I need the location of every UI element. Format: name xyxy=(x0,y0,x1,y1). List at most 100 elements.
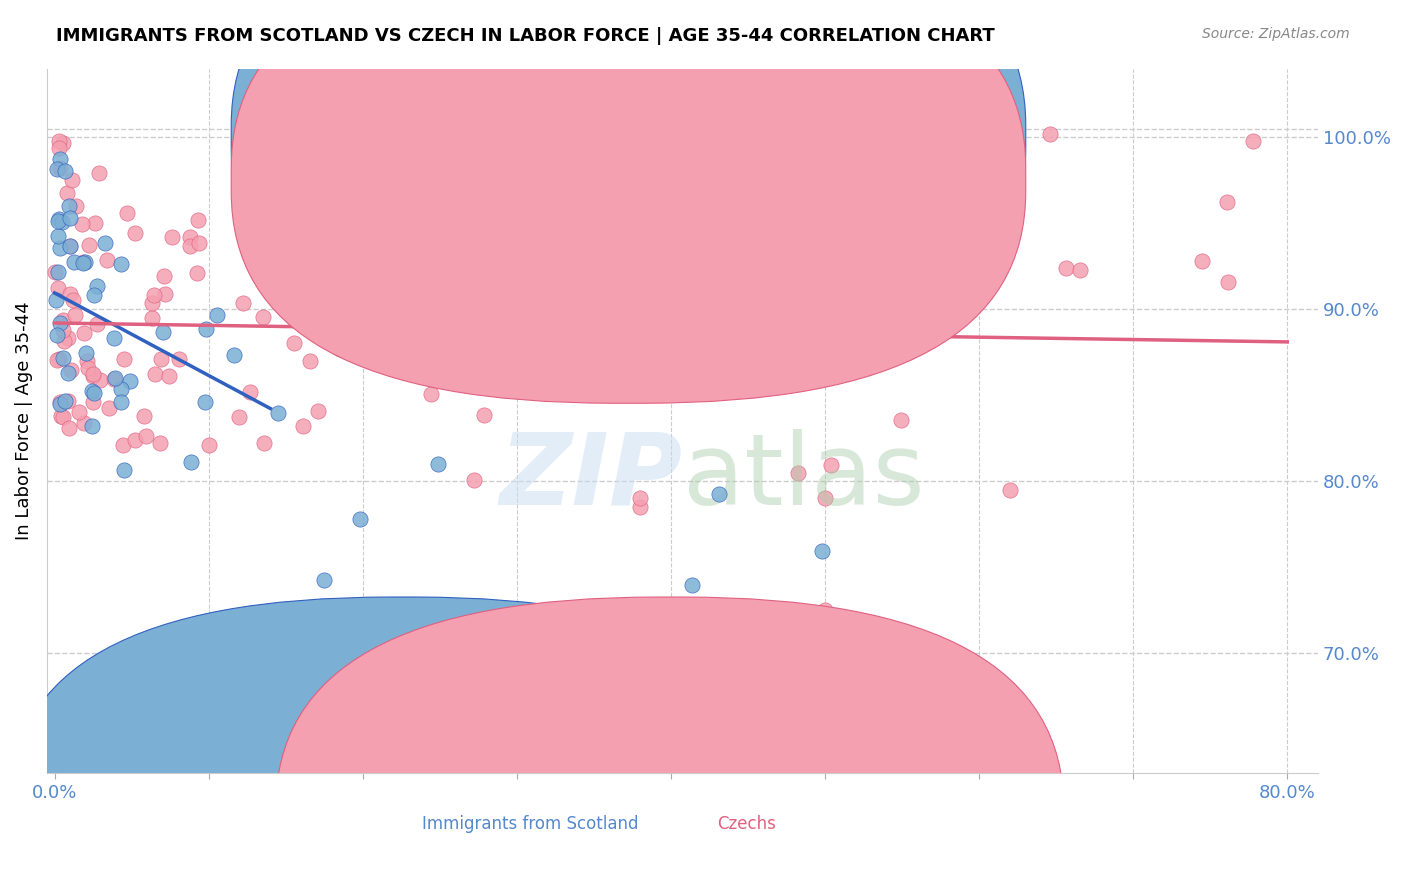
Point xyxy=(408,610,430,624)
Point xyxy=(957,282,980,296)
Point xyxy=(89,373,111,387)
Point xyxy=(135,428,157,442)
Point xyxy=(115,206,138,220)
Point xyxy=(152,268,174,283)
Point xyxy=(1216,276,1239,290)
Text: Immigrants from Scotland: Immigrants from Scotland xyxy=(422,815,638,833)
Point xyxy=(62,173,84,187)
Point xyxy=(598,189,620,203)
Point xyxy=(58,394,80,409)
Point xyxy=(86,279,108,293)
Point xyxy=(65,199,87,213)
Point xyxy=(426,457,449,471)
FancyBboxPatch shape xyxy=(231,0,1026,403)
Point xyxy=(329,342,352,356)
Point xyxy=(157,369,180,384)
Point xyxy=(110,257,132,271)
Point xyxy=(786,466,808,480)
Point xyxy=(188,235,211,250)
Point xyxy=(811,544,834,558)
Point xyxy=(62,255,84,269)
Point xyxy=(49,241,72,255)
Point xyxy=(998,483,1021,497)
Point xyxy=(53,163,76,178)
Point xyxy=(87,166,110,180)
Point xyxy=(565,308,588,322)
Point xyxy=(72,254,94,268)
Point xyxy=(52,322,75,336)
Point xyxy=(46,161,69,176)
Point xyxy=(82,368,104,383)
Point xyxy=(314,574,336,588)
Point xyxy=(124,226,146,240)
Point xyxy=(731,366,754,380)
Point xyxy=(681,578,703,592)
Point xyxy=(492,202,515,217)
Point xyxy=(420,387,443,401)
Point xyxy=(72,256,94,270)
Point xyxy=(374,307,396,321)
Point xyxy=(710,370,733,384)
Point xyxy=(232,296,254,310)
Point xyxy=(73,326,96,340)
Point xyxy=(118,374,141,388)
Point xyxy=(628,500,651,514)
Text: R = 0.304   N = 61: R = 0.304 N = 61 xyxy=(651,127,821,145)
Point xyxy=(682,240,704,254)
Point xyxy=(75,255,97,269)
Point xyxy=(814,723,837,738)
Point xyxy=(167,352,190,367)
Point xyxy=(82,368,104,382)
Point xyxy=(51,215,73,229)
Point xyxy=(124,434,146,448)
Point xyxy=(60,362,83,376)
Point xyxy=(179,239,201,253)
FancyBboxPatch shape xyxy=(231,0,1026,361)
Point xyxy=(48,141,70,155)
Point xyxy=(75,345,97,359)
Point xyxy=(825,223,848,237)
Point xyxy=(46,264,69,278)
Point xyxy=(924,290,946,304)
Point xyxy=(195,321,218,335)
Point xyxy=(59,287,82,301)
Point xyxy=(742,194,765,209)
Point xyxy=(1191,254,1213,268)
Point xyxy=(254,209,277,223)
Point xyxy=(1069,263,1091,277)
Point xyxy=(628,629,651,643)
Point xyxy=(299,354,322,368)
Text: Czechs: Czechs xyxy=(717,815,776,833)
Point xyxy=(307,404,329,418)
Point xyxy=(638,353,661,368)
FancyBboxPatch shape xyxy=(276,597,1064,892)
Point xyxy=(83,217,105,231)
Text: atlas: atlas xyxy=(682,429,924,525)
Y-axis label: In Labor Force | Age 35-44: In Labor Force | Age 35-44 xyxy=(15,301,32,541)
Point xyxy=(283,268,305,283)
Point xyxy=(73,416,96,430)
Point xyxy=(239,385,262,400)
Point xyxy=(103,372,125,386)
Point xyxy=(52,334,75,349)
Point xyxy=(222,349,245,363)
Point xyxy=(48,134,70,148)
Point xyxy=(83,385,105,400)
Point xyxy=(48,211,70,226)
Point xyxy=(143,287,166,301)
Point xyxy=(63,308,86,322)
Point xyxy=(890,412,912,426)
Point xyxy=(488,202,510,216)
Point xyxy=(141,311,163,326)
Point xyxy=(194,395,217,409)
Point xyxy=(49,409,72,423)
Point xyxy=(253,435,276,450)
Point xyxy=(149,435,172,450)
Point xyxy=(509,281,531,295)
Point xyxy=(628,672,651,686)
Point xyxy=(104,371,127,385)
Point xyxy=(228,409,250,424)
Point xyxy=(98,401,121,415)
Point xyxy=(252,310,274,324)
Point xyxy=(711,708,734,723)
